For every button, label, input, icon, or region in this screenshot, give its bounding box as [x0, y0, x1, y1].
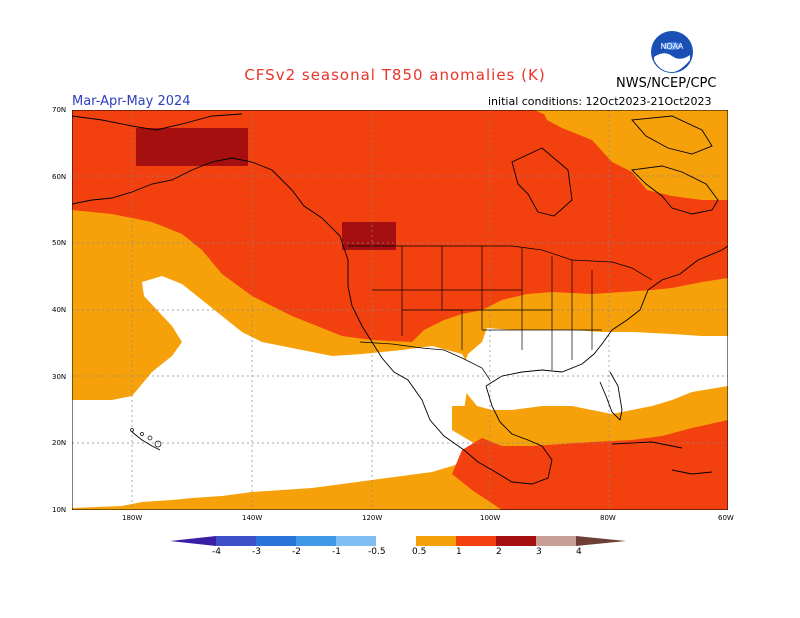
anomaly-field-white-us: [462, 328, 728, 414]
colorbar-label-4: 4: [576, 547, 582, 557]
colorbar-swatch-1-2: [456, 536, 496, 546]
noaa-logo: NOAA: [650, 30, 694, 74]
lon-label-140w: 140W: [242, 514, 263, 522]
colorbar-swatch-2-3: [496, 536, 536, 546]
colorbar-label-neg05: -0.5: [368, 547, 386, 557]
lat-label-70n: 70N: [52, 106, 67, 114]
colorbar-label-neg3: -3: [252, 547, 261, 557]
colorbar-label-2: 2: [496, 547, 502, 557]
anomaly-field-ne-orange: [534, 110, 728, 200]
anomaly-map: [72, 110, 728, 510]
season-label: Mar-Apr-May 2024: [72, 94, 191, 109]
colorbar-swatch-05-1: [416, 536, 456, 546]
colorbar-swatch-2-1: [296, 536, 336, 546]
colorbar-label-neg2: -2: [292, 547, 301, 557]
colorbar-label-neg1: -1: [332, 547, 341, 557]
colorbar-swatch-4-3: [216, 536, 256, 546]
lon-label-180w: 180W: [122, 514, 143, 522]
colorbar-swatch-1-05: [336, 536, 376, 546]
anomaly-field-dark-red-bc: [342, 222, 396, 250]
anomaly-field-red-orange: [72, 110, 728, 342]
map-title: CFSv2 seasonal T850 anomalies (K): [244, 66, 546, 84]
lat-label-60n: 60N: [52, 173, 67, 181]
lon-label-80w: 80W: [600, 514, 616, 522]
noaa-logo-text: NOAA: [661, 42, 684, 51]
initial-conditions-label: initial conditions: 12Oct2023-21Oct2023: [488, 95, 712, 108]
lat-label-40n: 40N: [52, 306, 67, 314]
colorbar-swatch-neutral: [376, 536, 416, 546]
lat-label-20n: 20N: [52, 439, 67, 447]
colorbar-swatch-3-4: [536, 536, 576, 546]
lon-label-100w: 100W: [480, 514, 501, 522]
colorbar-swatch-lt-4: [170, 536, 216, 546]
hawaii-islands: [130, 428, 162, 448]
anomaly-field-south-red: [452, 420, 728, 510]
agency-label: NWS/NCEP/CPC: [616, 76, 717, 91]
colorbar-label-1: 1: [456, 547, 462, 557]
colorbar-label-3: 3: [536, 547, 542, 557]
political-borders: [348, 245, 653, 381]
colorbar: [170, 536, 626, 546]
lon-label-120w: 120W: [362, 514, 383, 522]
anomaly-field-white-pacific: [72, 276, 482, 508]
anomaly-field-gulf-orange: [452, 390, 728, 446]
colorbar-swatch-3-2: [256, 536, 296, 546]
colorbar-swatch-gt-4: [576, 536, 626, 546]
colorbar-label-05: 0.5: [412, 547, 427, 557]
coastlines: [72, 113, 728, 485]
anomaly-field-dark-red-alaska: [136, 128, 248, 166]
colorbar-label-neg4: -4: [212, 547, 221, 557]
lat-label-30n: 30N: [52, 373, 67, 381]
lat-label-10n: 10N: [52, 506, 67, 514]
lon-label-60w: 60W: [718, 514, 734, 522]
lat-label-50n: 50N: [52, 239, 67, 247]
